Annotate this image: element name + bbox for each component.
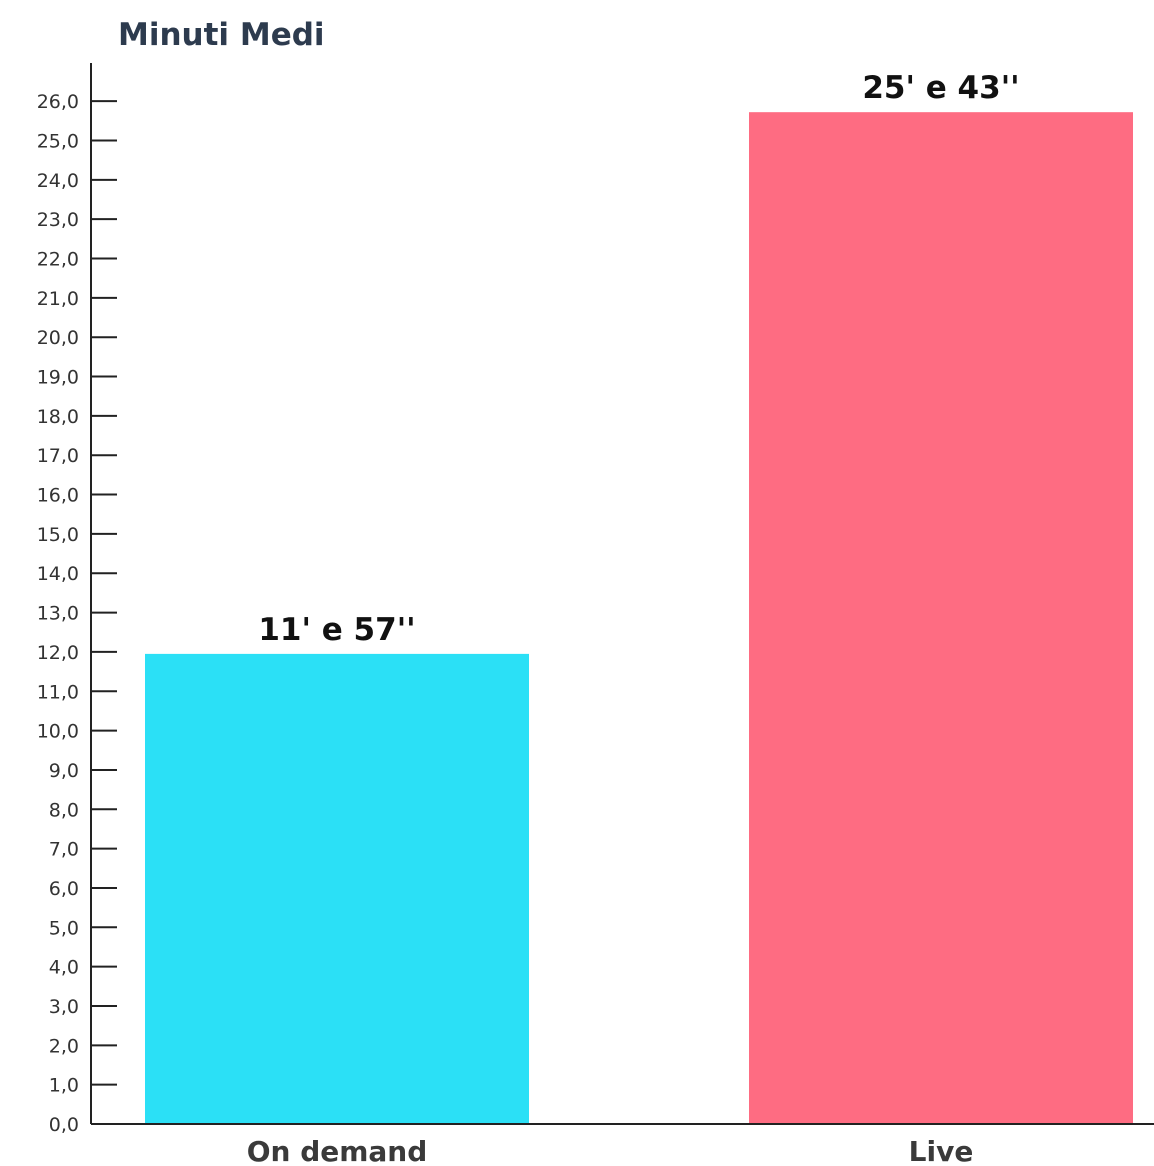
y-tick-label: 2,0 (49, 1035, 79, 1057)
bars (145, 112, 1133, 1125)
y-tick-label: 11,0 (37, 681, 79, 703)
y-tick-label: 20,0 (37, 327, 79, 349)
y-tick-label: 4,0 (49, 957, 79, 979)
y-tick-label: 21,0 (37, 288, 79, 310)
y-tick-label: 3,0 (49, 996, 79, 1018)
bar-on-demand (145, 653, 529, 1124)
y-tick-label: 26,0 (37, 91, 79, 113)
y-tick-label: 1,0 (49, 1075, 79, 1097)
y-tick-label: 25,0 (37, 131, 79, 153)
y-tick-label: 18,0 (37, 406, 79, 428)
y-tick-label: 22,0 (37, 249, 79, 271)
y-tick-label: 16,0 (37, 485, 79, 507)
data-label: 11' e 57'' (258, 612, 415, 648)
x-category-label: Live (909, 1135, 974, 1166)
y-tick-label: 15,0 (37, 524, 79, 546)
y-tick-label: 5,0 (49, 917, 79, 939)
y-tick-label: 14,0 (37, 563, 79, 585)
x-category-label: On demand (247, 1135, 428, 1166)
y-tick-label: 12,0 (37, 642, 79, 664)
bar-labels: 11' e 57'' On demand 25' e 43'' Live (247, 70, 1020, 1166)
y-tick-label: 8,0 (49, 799, 79, 821)
y-tick-label: 23,0 (37, 209, 79, 231)
chart-title: Minuti Medi (118, 17, 325, 53)
y-tick-label: 24,0 (37, 170, 79, 192)
y-axis-ticks: 0,0 1,0 2,0 3,0 4,0 5,0 6,0 7,0 8,0 9,0 10,0 11,0 12… (37, 91, 117, 1136)
y-tick-label: 10,0 (37, 721, 79, 743)
y-tick-label: 6,0 (49, 878, 79, 900)
y-tick-label: 0,0 (49, 1114, 79, 1136)
y-tick-label: 19,0 (37, 367, 79, 389)
bar-live (749, 112, 1133, 1125)
y-tick-label: 13,0 (37, 603, 79, 625)
data-label: 25' e 43'' (862, 70, 1019, 106)
y-tick-label: 17,0 (37, 445, 79, 467)
y-tick-label: 7,0 (49, 839, 79, 861)
y-tick-label: 9,0 (49, 760, 79, 782)
